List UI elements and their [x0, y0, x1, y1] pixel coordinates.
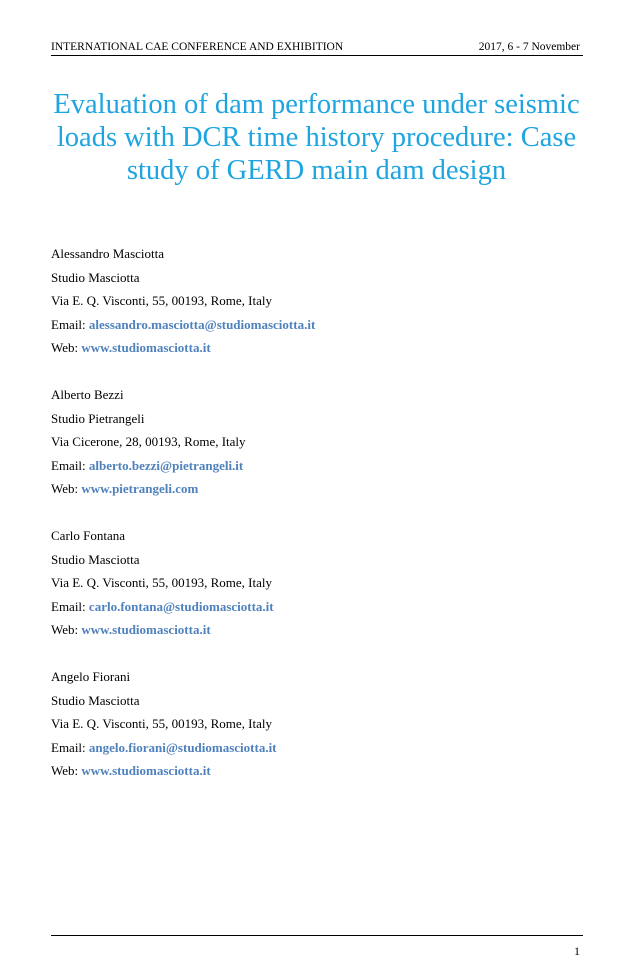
- author-block: Alberto Bezzi Studio Pietrangeli Via Cic…: [51, 383, 315, 501]
- title-line: Evaluation of dam performance under seis…: [53, 89, 580, 120]
- email-label: Email:: [51, 457, 89, 473]
- title-line: study of GERD main dam design: [126, 155, 507, 186]
- author-address: Via E. Q. Visconti, 55, 00193, Rome, Ita…: [51, 293, 272, 308]
- web-label: Web:: [51, 481, 82, 496]
- author-address: Via E. Q. Visconti, 55, 00193, Rome, Ita…: [51, 716, 272, 731]
- web-label: Web:: [51, 622, 82, 637]
- conference-date: 2017, 6 - 7 November: [478, 41, 580, 53]
- author-name: Alessandro Masciotta: [51, 246, 165, 261]
- web-link[interactable]: www.pietrangeli.com: [81, 481, 199, 496]
- author-block: Carlo Fontana Studio Masciotta Via E. Q.…: [51, 524, 315, 642]
- email-label: Email:: [51, 598, 89, 614]
- email-link[interactable]: angelo.fiorani@studiomasciotta.it: [88, 739, 277, 755]
- author-name: Alberto Bezzi: [51, 387, 124, 402]
- title-line: loads with DCR time history procedure: C…: [56, 122, 577, 153]
- email-link[interactable]: alberto.bezzi@pietrangeli.it: [88, 457, 244, 473]
- author-address: Via Cicerone, 28, 00193, Rome, Italy: [51, 434, 246, 449]
- conference-name: INTERNATIONAL CAE CONFERENCE AND EXHIBIT…: [51, 41, 344, 53]
- page-number: 1: [574, 944, 580, 958]
- web-link[interactable]: www.studiomasciotta.it: [81, 340, 211, 355]
- web-link[interactable]: www.studiomasciotta.it: [81, 622, 211, 637]
- author-block: Alessandro Masciotta Studio Masciotta Vi…: [51, 242, 315, 360]
- author-name: Angelo Fiorani: [51, 669, 131, 684]
- footer-rule: [51, 935, 583, 936]
- email-label: Email:: [51, 739, 89, 755]
- author-name: Carlo Fontana: [51, 528, 126, 543]
- author-list: Alessandro Masciotta Studio Masciotta Vi…: [51, 242, 315, 806]
- author-org: Studio Pietrangeli: [51, 410, 145, 426]
- author-org: Studio Masciotta: [51, 269, 140, 285]
- author-block: Angelo Fiorani Studio Masciotta Via E. Q…: [51, 665, 315, 783]
- web-label: Web:: [51, 763, 82, 778]
- paper-title: Evaluation of dam performance under seis…: [40, 88, 593, 187]
- web-link[interactable]: www.studiomasciotta.it: [81, 763, 211, 778]
- author-org: Studio Masciotta: [51, 692, 140, 708]
- author-org: Studio Masciotta: [51, 551, 140, 567]
- author-address: Via E. Q. Visconti, 55, 00193, Rome, Ita…: [51, 575, 272, 590]
- email-link[interactable]: carlo.fontana@studiomasciotta.it: [88, 598, 274, 614]
- running-header: INTERNATIONAL CAE CONFERENCE AND EXHIBIT…: [51, 40, 583, 56]
- email-link[interactable]: alessandro.masciotta@studiomasciotta.it: [88, 316, 316, 332]
- email-label: Email:: [51, 316, 89, 332]
- web-label: Web:: [51, 340, 82, 355]
